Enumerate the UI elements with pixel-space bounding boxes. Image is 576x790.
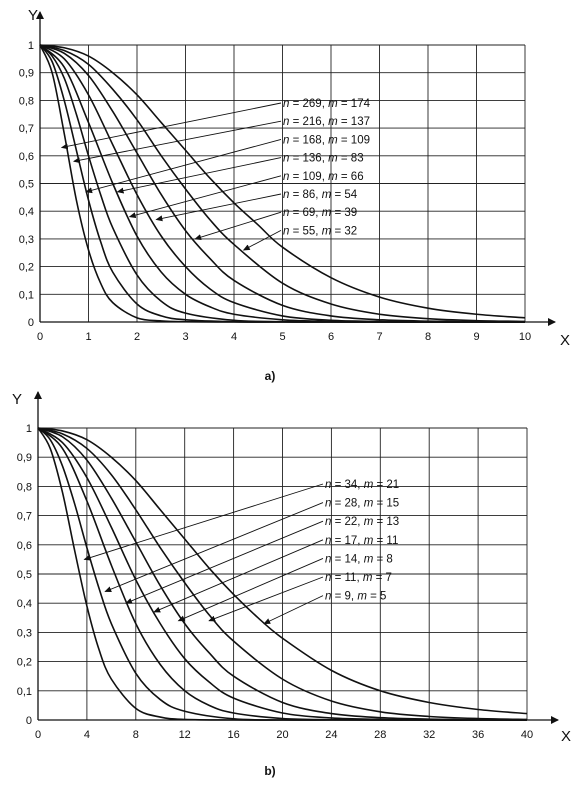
y-tick-label: 0,5 xyxy=(17,569,32,581)
x-tick-label: 20 xyxy=(276,729,288,741)
x-tick-label: 3 xyxy=(182,331,188,343)
annotation-arrow xyxy=(60,102,282,150)
x-tick-label: 0 xyxy=(35,729,41,741)
annotation-arrow xyxy=(116,157,282,194)
y-tick-label: 0,1 xyxy=(19,289,34,301)
x-tick-label: 4 xyxy=(84,729,90,741)
y-tick-label: 0,6 xyxy=(19,151,34,163)
series-annotation: n = 17, m = 11 xyxy=(325,535,398,547)
y-tick-label: 0,1 xyxy=(17,686,32,698)
series-annotation: n = 55, m = 32 xyxy=(283,225,357,237)
annotation-arrow xyxy=(85,138,282,194)
y-tick-label: 0 xyxy=(28,317,34,329)
series-curve xyxy=(39,44,526,323)
chart-panel-b: Y X 0 4 8 12 16 20 24 28 32 36 40 0 0,1 0,2 0,3 0,4 0,5 0,6… xyxy=(12,391,571,745)
grid xyxy=(38,427,528,720)
y-tick-label: 0,8 xyxy=(17,481,32,493)
annotation-arrow xyxy=(83,483,324,561)
y-tick-label: 0 xyxy=(26,715,32,727)
series-annotation: n = 69, m = 39 xyxy=(283,207,357,219)
series-annotation: n = 86, m = 54 xyxy=(283,189,358,201)
x-tick-label: 9 xyxy=(473,331,479,343)
y-tick-label: 0,2 xyxy=(17,657,32,669)
x-tick-label: 4 xyxy=(231,331,237,343)
series-curve xyxy=(39,44,526,323)
x-tick-label: 0 xyxy=(37,331,43,343)
x-tick-label: 8 xyxy=(425,331,431,343)
annotation-arrow xyxy=(104,502,324,593)
series-curve xyxy=(37,427,528,721)
x-axis-label: X xyxy=(560,332,570,349)
x-tick-label: 12 xyxy=(179,729,191,741)
x-tick-label: 7 xyxy=(376,331,382,343)
annotation-arrow xyxy=(242,230,282,251)
series-annotation: n = 109, m = 66 xyxy=(283,171,364,183)
y-tick-label: 1 xyxy=(26,423,32,435)
x-tick-label: 6 xyxy=(328,331,334,343)
series-curve xyxy=(37,427,528,715)
x-tick-label: 2 xyxy=(134,331,140,343)
y-tick-label: 0,3 xyxy=(17,627,32,639)
series-curve xyxy=(37,427,527,721)
x-tick-label: 28 xyxy=(374,729,386,741)
y-tick-label: 0,3 xyxy=(19,234,34,246)
x-tick-label: 16 xyxy=(227,729,239,741)
series-annotation: n = 136, m = 83 xyxy=(283,153,364,165)
x-tick-label: 5 xyxy=(279,331,285,343)
y-tick-label: 0,9 xyxy=(17,452,32,464)
annotation-arrow xyxy=(128,175,282,219)
y-tick-label: 0,2 xyxy=(19,262,34,274)
x-tick-label: 36 xyxy=(472,729,484,741)
grid xyxy=(40,44,526,322)
annotation-arrow xyxy=(208,576,324,622)
y-tick-label: 0,4 xyxy=(17,598,32,610)
y-axis-label: Y xyxy=(28,7,38,24)
x-tick-label: 24 xyxy=(325,729,337,741)
series-annotation: n = 11, m = 7 xyxy=(325,572,392,584)
series-annotation: n = 28, m = 15 xyxy=(325,498,399,510)
x-tick-label: 40 xyxy=(521,729,533,741)
y-tick-label: 0,8 xyxy=(19,95,34,107)
series-annotation: n = 14, m = 8 xyxy=(325,553,393,565)
annotation-arrow xyxy=(263,595,324,625)
annotation-arrow xyxy=(153,539,324,613)
y-tick-label: 0,7 xyxy=(17,511,32,523)
annotation-arrow xyxy=(72,120,282,164)
series-annotation: n = 34, m = 21 xyxy=(325,479,399,491)
series-curve xyxy=(39,44,526,319)
chart-panel-a: Y X 0 1 2 3 4 5 6 7 8 9 10 0 0,1 0,2 0,3 0,4 0,5 0,6 0,7 0,8 0… xyxy=(19,7,570,349)
series-annotation: n = 168, m = 109 xyxy=(283,134,370,146)
panel-label-a: a) xyxy=(265,369,276,383)
y-tick-label: 0,7 xyxy=(19,123,34,135)
annotation-arrow xyxy=(155,193,282,222)
panel-label-b: b) xyxy=(264,764,275,778)
y-tick-label: 0,6 xyxy=(17,540,32,552)
series-annotation: n = 269, m = 174 xyxy=(283,98,371,110)
y-tick-label: 0,4 xyxy=(19,206,34,218)
y-tick-label: 0,9 xyxy=(19,68,34,80)
x-tick-label: 10 xyxy=(519,331,531,343)
x-tick-label: 8 xyxy=(133,729,139,741)
x-tick-label: 32 xyxy=(423,729,435,741)
annotation-arrow xyxy=(194,211,282,240)
y-tick-label: 1 xyxy=(28,40,34,52)
series-curve xyxy=(37,427,528,721)
y-tick-label: 0,5 xyxy=(19,179,34,191)
series-annotation: n = 9, m = 5 xyxy=(325,591,386,603)
x-axis-label: X xyxy=(561,728,571,745)
y-axis-label: Y xyxy=(12,391,22,408)
series-annotation: n = 216, m = 137 xyxy=(283,116,370,128)
series-curve xyxy=(39,44,525,323)
annotation-arrow xyxy=(177,557,324,622)
series-annotation: n = 22, m = 13 xyxy=(325,516,399,528)
annotation-arrow xyxy=(125,520,324,604)
x-tick-label: 1 xyxy=(85,331,91,343)
